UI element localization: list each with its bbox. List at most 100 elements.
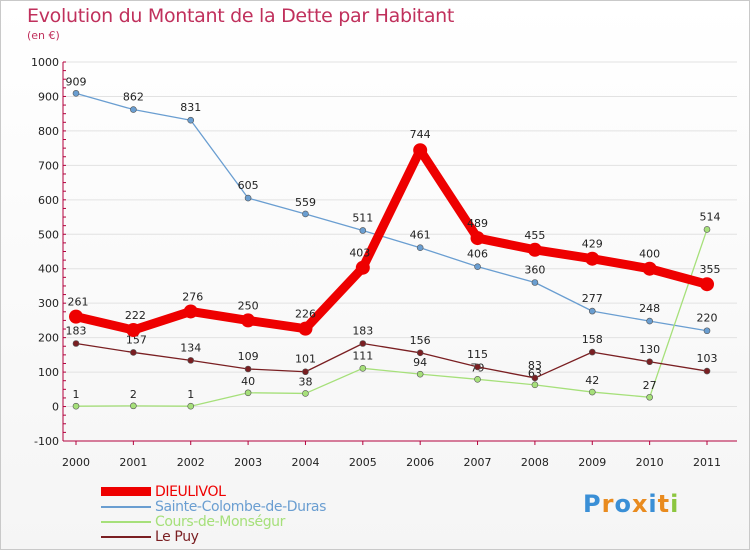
data-label-cours-de-monsegur-2001: 2 xyxy=(130,388,137,401)
point-sainte-colombe-de-duras-2003 xyxy=(244,194,252,202)
point-cours-de-monsegur-2005 xyxy=(359,365,367,372)
y-tick-label-300: 300 xyxy=(38,297,59,310)
data-label-le-puy-2002: 134 xyxy=(180,341,201,354)
point-le-puy-2005 xyxy=(359,340,367,347)
point-le-puy-2008 xyxy=(531,374,539,382)
point-cours-de-monsegur-2002 xyxy=(187,402,195,410)
data-label-sainte-colombe-de-duras-2009: 277 xyxy=(582,292,603,305)
y-tick-label-1000: 1000 xyxy=(31,56,59,69)
data-label-dieulivol-2007: 489 xyxy=(467,217,488,230)
data-label-sainte-colombe-de-duras-2006: 461 xyxy=(410,229,431,242)
legend-label-cours-de-monsegur: Cours-de-Monségur xyxy=(155,514,286,530)
x-tick-label-2008: 2008 xyxy=(521,456,549,469)
data-label-sainte-colombe-de-duras-2001: 862 xyxy=(123,91,144,104)
x-tick-label-2010: 2010 xyxy=(636,456,664,469)
data-label-dieulivol-2003: 250 xyxy=(238,299,259,312)
series-line-dieulivol xyxy=(71,145,712,335)
point-dieulivol-2007 xyxy=(470,231,485,246)
data-label-dieulivol-2000: 261 xyxy=(68,296,89,309)
point-dieulivol-2009 xyxy=(585,251,600,266)
data-label-cours-de-monsegur-2010: 27 xyxy=(643,379,657,392)
x-tick-label-2007: 2007 xyxy=(464,456,492,469)
data-label-le-puy-2001: 157 xyxy=(126,333,147,346)
proxiti-logo-letter: P xyxy=(583,490,602,518)
x-tick-label-2004: 2004 xyxy=(291,456,319,469)
data-label-le-puy-2006: 156 xyxy=(410,334,431,347)
x-tick-label-2011: 2011 xyxy=(693,456,721,469)
point-cours-de-monsegur-2007 xyxy=(474,376,481,383)
data-label-cours-de-monsegur-2004: 38 xyxy=(298,375,312,388)
data-label-sainte-colombe-de-duras-2004: 559 xyxy=(295,196,316,209)
point-le-puy-2000 xyxy=(72,340,80,347)
point-cours-de-monsegur-2008 xyxy=(531,381,539,389)
x-tick-label-2002: 2002 xyxy=(177,456,205,469)
point-cours-de-monsegur-2010 xyxy=(646,393,653,401)
legend-label-sainte-colombe-de-duras: Sainte-Colombe-de-Duras xyxy=(155,499,327,515)
legend-label-dieulivol: DIEULIVOL xyxy=(155,484,226,500)
data-label-dieulivol-2005: 403 xyxy=(349,247,370,260)
data-label-dieulivol-2002: 276 xyxy=(182,290,203,303)
series-line-cours-de-monsegur xyxy=(75,228,708,407)
point-sainte-colombe-de-duras-2010 xyxy=(646,317,653,325)
data-label-dieulivol-2001: 222 xyxy=(125,309,146,322)
point-dieulivol-2010 xyxy=(642,261,657,276)
data-label-sainte-colombe-de-duras-2002: 831 xyxy=(180,101,201,114)
x-tick-label-2006: 2006 xyxy=(406,456,434,469)
data-label-dieulivol-2004: 226 xyxy=(295,308,316,321)
point-dieulivol-2004 xyxy=(298,321,313,336)
data-label-sainte-colombe-de-duras-2003: 605 xyxy=(238,179,259,192)
proxiti-logo-letter: x xyxy=(631,490,649,518)
point-cours-de-monsegur-2003 xyxy=(244,389,252,397)
point-sainte-colombe-de-duras-2005 xyxy=(359,227,367,234)
y-tick-label-400: 400 xyxy=(38,263,59,276)
point-cours-de-monsegur-2009 xyxy=(588,388,596,396)
point-sainte-colombe-de-duras-2011 xyxy=(703,327,711,335)
point-dieulivol-2002 xyxy=(183,304,198,319)
data-label-le-puy-2004: 101 xyxy=(295,353,316,366)
data-label-le-puy-2007: 115 xyxy=(467,348,488,361)
y-tick-label-500: 500 xyxy=(38,228,59,241)
data-label-le-puy-2003: 109 xyxy=(238,350,259,363)
data-label-le-puy-2011: 103 xyxy=(697,352,718,365)
point-dieulivol-2003 xyxy=(241,313,256,328)
x-tick-label-2000: 2000 xyxy=(62,456,90,469)
legend-swatch-dieulivol xyxy=(101,487,151,496)
point-dieulivol-2006 xyxy=(413,143,428,158)
data-label-sainte-colombe-de-duras-2008: 360 xyxy=(524,264,545,277)
x-tick-label-2009: 2009 xyxy=(578,456,606,469)
data-label-sainte-colombe-de-duras-2011: 220 xyxy=(697,312,718,325)
y-tick-label-700: 700 xyxy=(38,159,59,172)
legend-swatch-sainte-colombe-de-duras xyxy=(101,506,151,508)
x-tick-label-2005: 2005 xyxy=(349,456,377,469)
legend-swatch-cours-de-monsegur xyxy=(101,521,151,523)
y-tick-label-0: 0 xyxy=(52,401,59,414)
x-tick-label-2003: 2003 xyxy=(234,456,262,469)
point-dieulivol-2008 xyxy=(527,242,542,257)
chart-title: Evolution du Montant de la Dette par Hab… xyxy=(27,5,455,27)
point-dieulivol-2000 xyxy=(69,309,83,324)
point-le-puy-2007 xyxy=(474,363,481,371)
data-label-dieulivol-2006: 744 xyxy=(410,128,431,141)
legend-swatch-le-puy xyxy=(101,536,151,538)
point-dieulivol-2011 xyxy=(700,277,714,292)
point-cours-de-monsegur-2011 xyxy=(703,226,711,233)
line-chart: -100 0 100 200 300 400 500 600 700 800 900 1000 2000… xyxy=(31,56,737,469)
data-label-le-puy-2009: 158 xyxy=(582,333,603,346)
point-sainte-colombe-de-duras-2007 xyxy=(474,263,481,270)
data-label-dieulivol-2008: 455 xyxy=(524,229,545,242)
y-tick-label-800: 800 xyxy=(38,125,59,138)
point-sainte-colombe-de-duras-2009 xyxy=(588,307,596,315)
point-sainte-colombe-de-duras-2008 xyxy=(531,279,539,286)
data-label-sainte-colombe-de-duras-2005: 511 xyxy=(352,211,373,224)
data-label-dieulivol-2011: 355 xyxy=(700,263,721,276)
proxiti-logo-letter: t xyxy=(657,490,671,518)
point-sainte-colombe-de-duras-2006 xyxy=(416,244,424,252)
point-cours-de-monsegur-2000 xyxy=(72,402,80,410)
proxiti-logo: Proxiti xyxy=(583,490,679,518)
data-label-le-puy-2010: 130 xyxy=(639,343,660,356)
data-label-cours-de-monsegur-2009: 42 xyxy=(585,374,599,387)
point-sainte-colombe-de-duras-2000 xyxy=(72,90,80,97)
data-label-dieulivol-2010: 400 xyxy=(639,248,660,261)
point-le-puy-2006 xyxy=(416,349,424,357)
